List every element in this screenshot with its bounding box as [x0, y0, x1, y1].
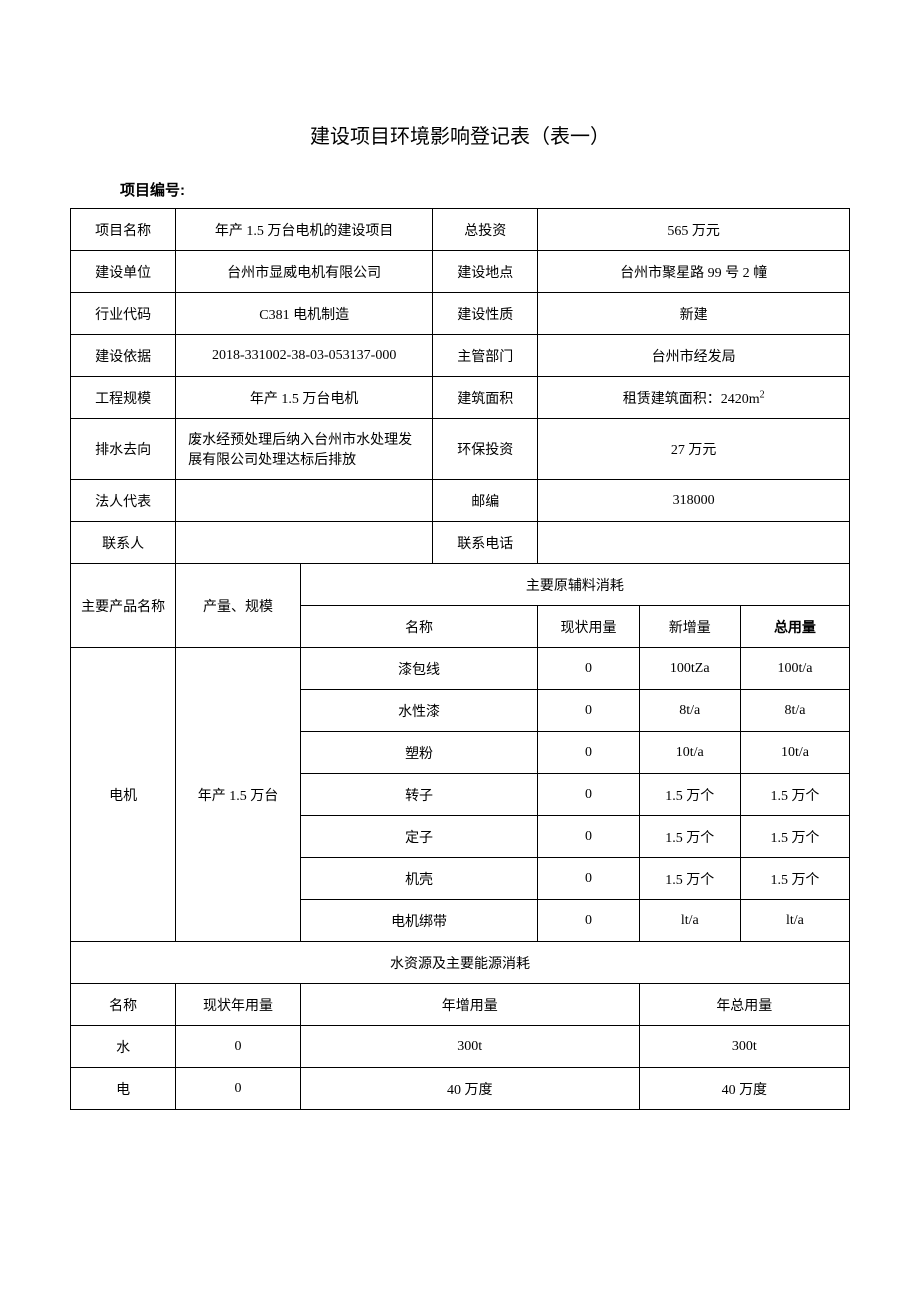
- energy-added: 300t: [300, 1026, 639, 1068]
- value-contact: [176, 522, 433, 564]
- subheader-total: 总用量: [740, 606, 849, 648]
- table-row: 建设单位 台州市显威电机有限公司 建设地点 台州市聚星路 99 号 2 幢: [71, 251, 850, 293]
- table-row: 工程规模 年产 1.5 万台电机 建筑面积 租赁建筑面积：2420m2: [71, 377, 850, 419]
- header-product-name: 主要产品名称: [71, 564, 176, 648]
- table-row: 行业代码 C381 电机制造 建设性质 新建: [71, 293, 850, 335]
- material-name: 漆包线: [300, 648, 538, 690]
- material-added: 10t/a: [639, 732, 740, 774]
- table-row: 电 0 40 万度 40 万度: [71, 1068, 850, 1110]
- energy-added: 40 万度: [300, 1068, 639, 1110]
- material-added: lt/a: [639, 900, 740, 942]
- energy-name: 水: [71, 1026, 176, 1068]
- material-current: 0: [538, 900, 639, 942]
- label-env-investment: 环保投资: [433, 419, 538, 480]
- project-number-label: 项目编号:: [120, 179, 850, 200]
- label-total-investment: 总投资: [433, 209, 538, 251]
- material-current: 0: [538, 816, 639, 858]
- label-construction-unit: 建设单位: [71, 251, 176, 293]
- label-postcode: 邮编: [433, 480, 538, 522]
- label-industry-code: 行业代码: [71, 293, 176, 335]
- material-added: 1.5 万个: [639, 858, 740, 900]
- value-industry-code: C381 电机制造: [176, 293, 433, 335]
- table-row: 排水去向 废水经预处理后纳入台州市水处理发展有限公司处理达标后排放 环保投资 2…: [71, 419, 850, 480]
- value-postcode: 318000: [538, 480, 850, 522]
- energy-current: 0: [176, 1026, 301, 1068]
- material-name: 水性漆: [300, 690, 538, 732]
- value-phone: [538, 522, 850, 564]
- product-name: 电机: [71, 648, 176, 942]
- value-drainage: 废水经预处理后纳入台州市水处理发展有限公司处理达标后排放: [176, 419, 433, 480]
- subheader-current: 现状用量: [538, 606, 639, 648]
- table-row: 建设依据 2018-331002-38-03-053137-000 主管部门 台…: [71, 335, 850, 377]
- energy-total: 40 万度: [639, 1068, 849, 1110]
- label-project-scale: 工程规模: [71, 377, 176, 419]
- energy-total: 300t: [639, 1026, 849, 1068]
- material-added: 1.5 万个: [639, 816, 740, 858]
- material-added: 8t/a: [639, 690, 740, 732]
- header-materials-group: 主要原辅料消耗: [300, 564, 849, 606]
- material-total: 1.5 万个: [740, 858, 849, 900]
- table-row: 水 0 300t 300t: [71, 1026, 850, 1068]
- material-total: 1.5 万个: [740, 816, 849, 858]
- material-name: 电机绑带: [300, 900, 538, 942]
- material-current: 0: [538, 774, 639, 816]
- material-total: 100t/a: [740, 648, 849, 690]
- label-phone: 联系电话: [433, 522, 538, 564]
- table-row: 项目名称 年产 1.5 万台电机的建设项目 总投资 565 万元: [71, 209, 850, 251]
- table-row: 主要产品名称 产量、规模 主要原辅料消耗: [71, 564, 850, 606]
- header-output-scale: 产量、规模: [176, 564, 301, 648]
- label-project-name: 项目名称: [71, 209, 176, 251]
- energy-header-total: 年总用量: [639, 984, 849, 1026]
- value-building-area: 租赁建筑面积：2420m2: [538, 377, 850, 419]
- value-construction-nature: 新建: [538, 293, 850, 335]
- registration-table: 项目名称 年产 1.5 万台电机的建设项目 总投资 565 万元 建设单位 台州…: [70, 208, 850, 1110]
- label-construction-nature: 建设性质: [433, 293, 538, 335]
- energy-header-name: 名称: [71, 984, 176, 1026]
- label-construction-location: 建设地点: [433, 251, 538, 293]
- energy-name: 电: [71, 1068, 176, 1110]
- energy-header-current: 现状年用量: [176, 984, 301, 1026]
- label-legal-rep: 法人代表: [71, 480, 176, 522]
- product-scale: 年产 1.5 万台: [176, 648, 301, 942]
- material-current: 0: [538, 858, 639, 900]
- material-name: 机壳: [300, 858, 538, 900]
- material-total: 8t/a: [740, 690, 849, 732]
- material-name: 转子: [300, 774, 538, 816]
- value-project-name: 年产 1.5 万台电机的建设项目: [176, 209, 433, 251]
- material-current: 0: [538, 732, 639, 774]
- table-row: 联系人 联系电话: [71, 522, 850, 564]
- label-construction-basis: 建设依据: [71, 335, 176, 377]
- label-contact: 联系人: [71, 522, 176, 564]
- label-building-area: 建筑面积: [433, 377, 538, 419]
- table-row: 电机 年产 1.5 万台 漆包线 0 100tZa 100t/a: [71, 648, 850, 690]
- value-legal-rep: [176, 480, 433, 522]
- material-added: 1.5 万个: [639, 774, 740, 816]
- subheader-added: 新增量: [639, 606, 740, 648]
- table-row: 法人代表 邮编 318000: [71, 480, 850, 522]
- energy-section-title: 水资源及主要能源消耗: [71, 942, 850, 984]
- table-row: 水资源及主要能源消耗: [71, 942, 850, 984]
- material-total: lt/a: [740, 900, 849, 942]
- value-total-investment: 565 万元: [538, 209, 850, 251]
- label-drainage: 排水去向: [71, 419, 176, 480]
- material-name: 塑粉: [300, 732, 538, 774]
- energy-header-added: 年增用量: [300, 984, 639, 1026]
- value-construction-location: 台州市聚星路 99 号 2 幢: [538, 251, 850, 293]
- material-current: 0: [538, 648, 639, 690]
- label-department: 主管部门: [433, 335, 538, 377]
- material-total: 10t/a: [740, 732, 849, 774]
- value-construction-basis: 2018-331002-38-03-053137-000: [176, 335, 433, 377]
- material-current: 0: [538, 690, 639, 732]
- material-name: 定子: [300, 816, 538, 858]
- value-department: 台州市经发局: [538, 335, 850, 377]
- table-row: 名称 现状年用量 年增用量 年总用量: [71, 984, 850, 1026]
- energy-current: 0: [176, 1068, 301, 1110]
- value-construction-unit: 台州市显威电机有限公司: [176, 251, 433, 293]
- subheader-material-name: 名称: [300, 606, 538, 648]
- value-project-scale: 年产 1.5 万台电机: [176, 377, 433, 419]
- material-added: 100tZa: [639, 648, 740, 690]
- page-title: 建设项目环境影响登记表（表一）: [70, 120, 850, 149]
- value-env-investment: 27 万元: [538, 419, 850, 480]
- material-total: 1.5 万个: [740, 774, 849, 816]
